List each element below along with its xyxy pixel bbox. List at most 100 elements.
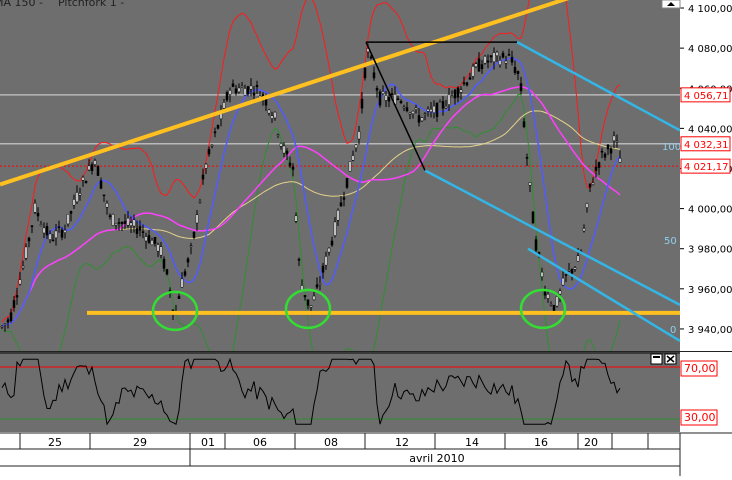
candle-body	[138, 226, 142, 231]
candle-body	[369, 56, 373, 59]
candle-body	[519, 83, 523, 92]
candle-body	[453, 89, 457, 99]
candle-body	[345, 178, 349, 188]
time-axis[interactable]	[0, 433, 732, 476]
price-labels: 4 056,71 4 032,31 4 021,17	[680, 87, 731, 174]
candle-body	[339, 202, 343, 207]
candle-body	[78, 193, 82, 196]
candle-body	[6, 319, 10, 323]
candle-body	[387, 97, 391, 102]
candle-body	[435, 102, 439, 118]
candle-body	[183, 271, 187, 276]
candle-body	[33, 202, 37, 213]
pitchfork-level-label: 0	[670, 325, 676, 336]
candle-body	[96, 166, 100, 176]
rsi-line	[1, 357, 621, 426]
candle-body	[375, 88, 379, 91]
candle-body	[108, 215, 112, 217]
candle-body	[456, 87, 460, 98]
price-axis[interactable]	[680, 0, 732, 476]
candle-body	[348, 161, 352, 172]
candle-body	[186, 258, 190, 263]
candle-body	[72, 199, 76, 206]
candle-body	[492, 52, 496, 62]
candle-body	[9, 312, 13, 322]
candle-body	[210, 144, 214, 147]
candle-body	[591, 182, 595, 185]
candle-body	[474, 63, 478, 68]
candle-body	[381, 91, 385, 94]
candle-body	[600, 150, 604, 153]
candle-body	[477, 58, 481, 72]
candle-body	[3, 323, 7, 326]
candle-body	[105, 202, 109, 208]
candle-body	[153, 236, 157, 244]
scroll-up-icon[interactable]	[661, 0, 681, 9]
candle-body	[441, 101, 445, 109]
candle-body	[201, 174, 205, 180]
candle-body	[297, 258, 301, 261]
date-tick-label: 06	[253, 436, 267, 449]
candle-body	[438, 101, 442, 103]
candle-body	[192, 231, 196, 238]
candle-body	[291, 166, 295, 170]
candle-body	[468, 77, 472, 80]
candle-body	[504, 60, 508, 64]
candle-body	[582, 228, 586, 232]
time-axis-ticks: 25 29 01 06 08 12 14 16 20	[19, 433, 681, 466]
rsi-level-30-box	[680, 409, 718, 426]
candle-body	[126, 217, 130, 226]
rsi-plot-area[interactable]	[0, 354, 680, 432]
candle-body	[603, 153, 607, 158]
period-label: avril 2010	[409, 452, 464, 465]
candle-body	[282, 145, 286, 154]
candle-body	[12, 300, 16, 308]
candle-body	[288, 162, 292, 167]
indicator-lines	[1, 0, 621, 418]
price-tick-label: 4 040,00	[688, 124, 732, 135]
candle-body	[612, 135, 616, 141]
candle-body	[390, 93, 394, 96]
pitchfork-legend: Pitchfork 1 -	[58, 0, 124, 9]
candle-body	[516, 71, 520, 74]
candle-body	[264, 98, 268, 106]
main-plot-area[interactable]	[0, 0, 680, 351]
maximize-panel-button[interactable]	[650, 353, 663, 365]
candle-body	[111, 214, 115, 226]
candle-body	[240, 85, 244, 88]
candle-body	[135, 228, 139, 234]
candle-body	[228, 90, 232, 95]
candle-body	[267, 109, 271, 114]
candle-body	[423, 113, 427, 115]
candle-body	[378, 91, 382, 106]
candle-body	[564, 274, 568, 276]
candle-body	[99, 180, 103, 189]
candle-body	[549, 304, 553, 306]
candle-body	[27, 237, 31, 242]
candle-body	[420, 117, 424, 122]
candle-body	[60, 229, 64, 238]
date-tick-label: 29	[133, 436, 147, 449]
candle-body	[315, 284, 319, 288]
candle-body	[231, 83, 235, 87]
candle-body	[129, 222, 133, 226]
candle-body	[561, 277, 565, 286]
candle-body	[81, 177, 85, 181]
highlight-circle	[284, 288, 332, 330]
candle-body	[36, 212, 40, 217]
date-tick-label: 20	[584, 436, 598, 449]
price-tag-label: 4 032,31	[684, 140, 729, 151]
candle-body	[411, 110, 415, 114]
candle-body	[165, 269, 169, 275]
panel-separator-line	[0, 351, 732, 352]
candle-body	[495, 51, 499, 56]
candle-body	[24, 246, 28, 259]
candle-body	[483, 56, 487, 64]
candle-body	[0, 325, 4, 328]
candle-body	[57, 226, 61, 228]
bollinger-upper-line	[1, 0, 621, 323]
candle-body	[102, 194, 106, 197]
close-panel-button[interactable]	[664, 353, 677, 365]
candle-body	[66, 213, 70, 225]
